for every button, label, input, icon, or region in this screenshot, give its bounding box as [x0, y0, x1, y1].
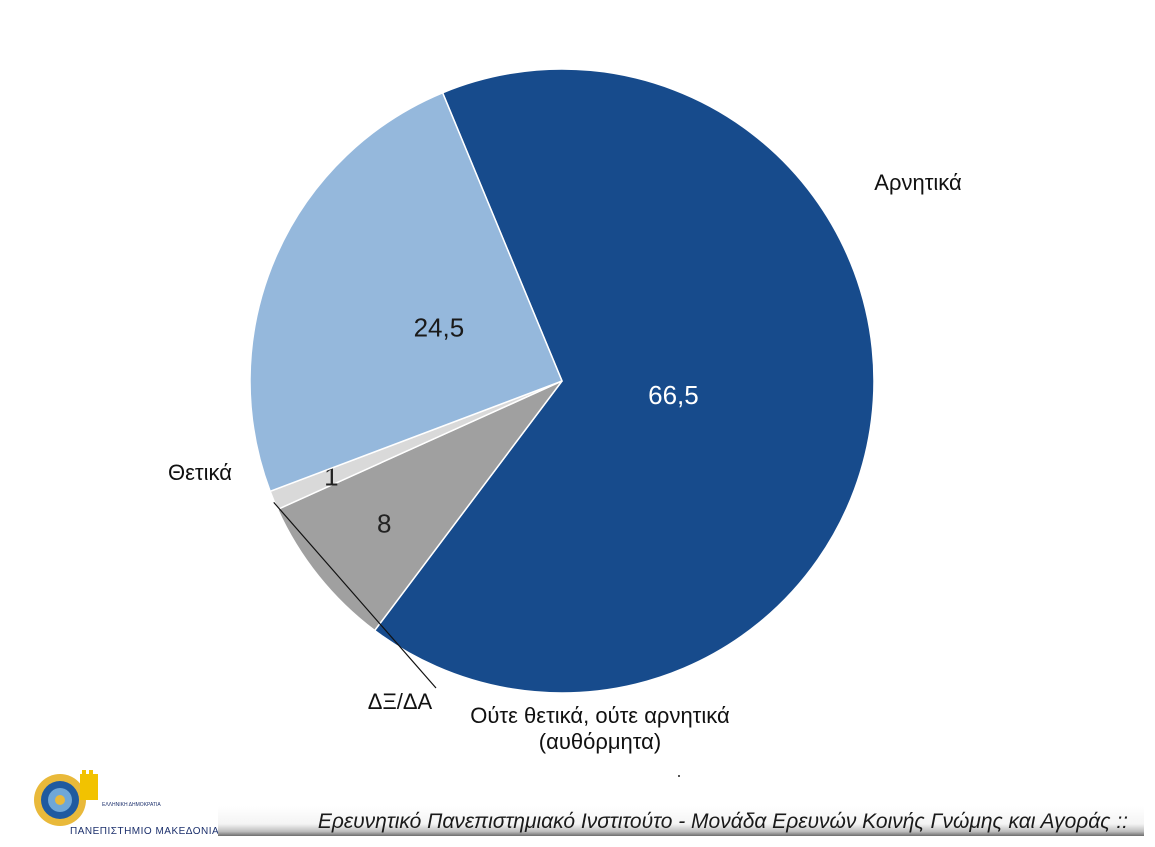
slice-value-label-1: 8: [377, 508, 391, 538]
footer-text: Ερευνητικό Πανεπιστημιακό Ινστιτούτο - Μ…: [317, 810, 1128, 833]
slice-category-label-3: Θετικά: [168, 460, 232, 485]
slice-category-label-2: ΔΞ/ΔΑ: [368, 689, 433, 714]
pie-slice-0: [373, 68, 875, 694]
slice-value-label-0: 66,5: [648, 380, 699, 410]
leader-line: [273, 502, 437, 689]
slice-category-label-1: Ούτε θετικά, ούτε αρνητικά (αυθόρμητα): [470, 703, 730, 754]
university-of-macedonia-logo-icon: ΕΛΛΗΝΙΚΗ ΔΗΜΟΚΡΑΤΙΑ: [24, 768, 164, 842]
svg-text:ΕΛΛΗΝΙΚΗ ΔΗΜΟΚΡΑΤΙΑ: ΕΛΛΗΝΙΚΗ ΔΗΜΟΚΡΑΤΙΑ: [102, 802, 161, 808]
slice-value-label-3: 24,5: [414, 313, 465, 343]
pie-slice-3: [249, 91, 563, 493]
pie-chart: 66,5 Αρνητικά 8 Ούτε θετικά, ούτε αρνητικά(…: [168, 68, 962, 754]
pie-slice-1: [276, 380, 563, 632]
slice-category-label-0: Αρνητικά: [874, 170, 962, 195]
stray-dot: [678, 775, 680, 777]
tower-icon: [80, 774, 98, 800]
footer-bar: Ερευνητικό Πανεπιστημιακό Ινστιτούτο - Μ…: [218, 806, 1144, 836]
logo-caption: ΠΑΝΕΠΙΣΤΗΜΙΟ ΜΑΚΕΔΟΝΙΑΣ: [70, 826, 226, 837]
sun-emblem-icon: [34, 774, 86, 826]
